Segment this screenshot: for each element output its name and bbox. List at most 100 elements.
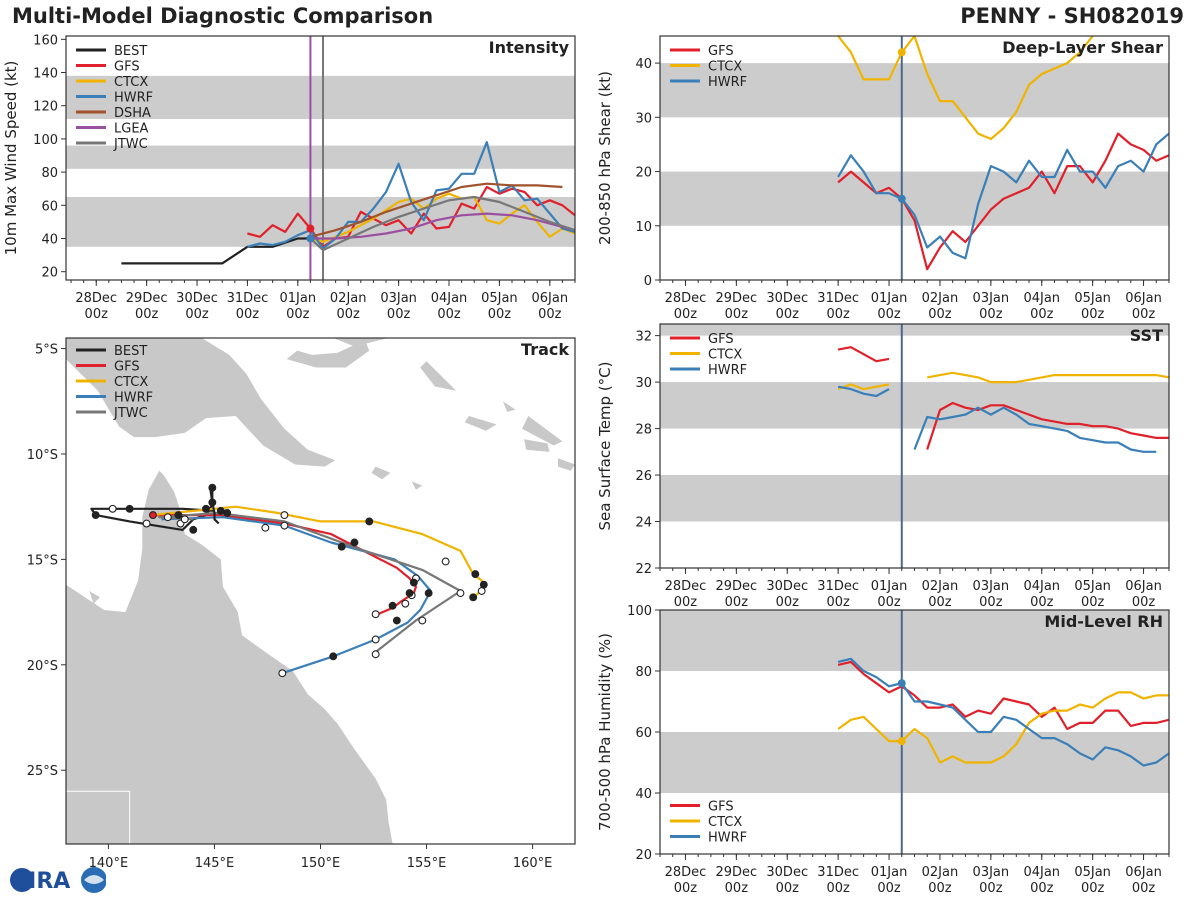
storm-id: PENNY - SH082019 (960, 4, 1184, 28)
new-guinea-land (66, 338, 336, 467)
rh-xtick-hour: 00z (826, 881, 850, 896)
louisiade-island-land (371, 466, 391, 480)
intensity-xtick-hour: 00z (236, 307, 260, 322)
shear-xtick-hour: 00z (928, 307, 952, 322)
intensity-shade-band (66, 75, 575, 119)
rh-ytick-label: 80 (635, 665, 652, 680)
intensity-point-marker (306, 234, 315, 243)
track-position-point (418, 616, 427, 625)
rh-ytick-label: 60 (635, 726, 652, 741)
intensity-xtick-date: 28Dec (75, 291, 117, 306)
intensity-legend-label: GFS (114, 60, 140, 75)
intensity-legend-label: HWRF (114, 91, 153, 106)
track-ytick-label: 20°S (27, 659, 58, 674)
track-line-gfs (153, 513, 417, 616)
shear-xtick-date: 30Dec (766, 291, 808, 306)
intensity-xtick-hour: 00z (337, 307, 361, 322)
sst-xtick-hour: 00z (725, 595, 749, 610)
sst-xtick-hour: 00z (928, 595, 952, 610)
rh-series-ctcx (837, 691, 1169, 764)
track-legend-label: CTCX (114, 375, 148, 390)
sst-xtick-date: 02Jan (922, 579, 959, 594)
shear-series-hwrf (837, 132, 1169, 260)
rh-xtick-hour: 00z (776, 881, 800, 896)
intensity-series-best (121, 237, 311, 265)
track-position-point (388, 601, 397, 610)
sst-series-ctcx (837, 383, 890, 391)
track-position-point (208, 498, 217, 507)
track-position-point (350, 538, 359, 547)
rh-ytick-label: 40 (635, 787, 652, 802)
sst-shade-band (660, 324, 1169, 336)
shear-xtick-hour: 00z (1132, 307, 1156, 322)
sst-xtick-date: 01Jan (871, 579, 908, 594)
rh-xtick-hour: 00z (1081, 881, 1105, 896)
rh-xtick-date: 03Jan (973, 865, 1010, 880)
shear-ytick-label: 10 (635, 220, 652, 235)
track-title: Track (521, 340, 569, 359)
rh-ylabel: 700-500 hPa Humidity (%) (596, 633, 614, 831)
sst-series-gfs (837, 346, 890, 363)
sst-shade-band (660, 382, 1169, 429)
track-lines (90, 483, 488, 678)
intensity-xtick-hour: 00z (387, 307, 411, 322)
sst-xtick-hour: 00z (979, 595, 1003, 610)
new-ireland-land (333, 338, 389, 347)
track-position-point (216, 506, 225, 515)
track-line-hwrf (161, 516, 432, 675)
track-line-best (90, 487, 215, 532)
rh-xtick-date: 31Dec (817, 865, 859, 880)
track-position-point (278, 669, 287, 678)
sst-xtick-date: 03Jan (973, 579, 1010, 594)
shear-xtick-hour: 00z (674, 307, 698, 322)
groote-island-land (38, 530, 47, 547)
intensity-panel: 2040608010012014016028Dec00z29Dec00z30De… (2, 33, 576, 322)
track-legend-label: BEST (114, 344, 147, 359)
intensity-xtick-date: 04Jan (431, 291, 468, 306)
track-ytick-label: 10°S (27, 448, 58, 463)
figure-title: Multi-Model Diagnostic Comparison (12, 4, 434, 28)
track-position-point (280, 511, 289, 520)
sst-panel: 22242628303228Dec00z29Dec00z30Dec00z31De… (596, 323, 1170, 610)
rh-legend-label: GFS (708, 800, 734, 815)
track-position-point (189, 525, 198, 534)
rh-ytick-label: 100 (627, 604, 652, 619)
intensity-ytick-label: 20 (41, 266, 58, 281)
rh-panel: 2040608010028Dec00z29Dec00z30Dec00z31Dec… (596, 604, 1170, 896)
sst-xtick-date: 30Dec (766, 579, 808, 594)
intensity-ytick-label: 160 (33, 33, 58, 48)
intensity-ytick-label: 120 (33, 100, 58, 115)
sst-ytick-label: 26 (635, 469, 652, 484)
shear-series-ctcx (837, 36, 1095, 141)
shear-title: Deep-Layer Shear (1002, 38, 1163, 57)
track-position-point (108, 504, 117, 513)
shear-xtick-date: 02Jan (922, 291, 959, 306)
sst-xtick-date: 31Dec (817, 579, 859, 594)
sst-legend-label: GFS (708, 332, 734, 347)
sst-xtick-hour: 00z (826, 595, 850, 610)
track-position-point (91, 511, 100, 520)
intensity-xtick-hour: 00z (538, 307, 562, 322)
logo-globe-icon (10, 868, 34, 892)
rh-xtick-date: 02Jan (922, 865, 959, 880)
solomon-island-land (558, 458, 575, 471)
rh-xtick-date: 05Jan (1074, 865, 1111, 880)
intensity-ylabel: 10m Max Wind Speed (kt) (2, 61, 20, 256)
sst-legend-label: HWRF (708, 363, 747, 378)
intensity-legend-label: LGEA (114, 122, 149, 137)
rh-shade-band (660, 610, 1169, 671)
rh-series-hwrf (837, 657, 1169, 767)
shear-xtick-date: 04Jan (1023, 291, 1060, 306)
sst-shade-band (660, 475, 1169, 522)
track-xtick-label: 155°E (407, 856, 447, 871)
state-border-line (66, 790, 131, 844)
rh-xtick-date: 30Dec (766, 865, 808, 880)
intensity-legend-label: CTCX (114, 75, 148, 90)
track-position-point (371, 635, 380, 644)
rh-series-group (837, 657, 1169, 767)
rh-xtick-hour: 00z (1132, 881, 1156, 896)
intensity-ytick-label: 80 (41, 166, 58, 181)
track-position-point (163, 513, 172, 522)
shear-xtick-hour: 00z (1081, 307, 1105, 322)
track-position-point (456, 589, 465, 598)
